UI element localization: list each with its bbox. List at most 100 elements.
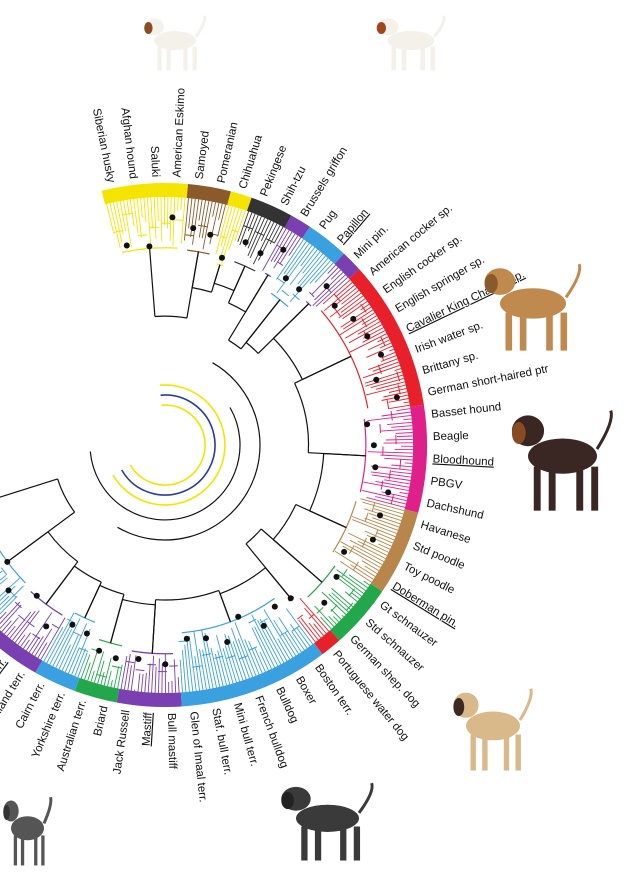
breed-label: English springer sp.: [393, 254, 486, 315]
breed-label: Chihuahua: [237, 133, 265, 190]
leaf-branch: [345, 318, 379, 339]
support-node: [333, 573, 340, 580]
leaf-branch: [399, 491, 409, 495]
root-arc: [89, 407, 241, 521]
leaf-branch: [389, 348, 394, 352]
clade-stem: [234, 261, 256, 272]
clade-stem: [216, 263, 224, 267]
leaf-branch: [288, 237, 302, 256]
leaf-branch: [361, 560, 380, 571]
breed-label: Afghan hound: [118, 107, 138, 180]
subclade-arc: [348, 588, 355, 597]
leaf-branch: [227, 635, 244, 681]
leaf-branch: [25, 612, 53, 651]
clade-stem: [270, 292, 289, 308]
leaf-branch: [342, 301, 368, 320]
leaf-branch: [34, 628, 53, 657]
support-node: [370, 442, 377, 449]
leaf-branch: [367, 414, 412, 422]
leaf-branch: [391, 470, 412, 475]
breed-label: Pug: [318, 208, 340, 232]
leaf-branch: [199, 648, 207, 690]
backbone-branch: [260, 528, 323, 583]
doberman-photo-icon: [511, 410, 613, 511]
support-node: [260, 622, 267, 629]
leaf-branch: [157, 197, 159, 222]
leaf-branch: [338, 298, 366, 319]
leaf-branch: [370, 471, 411, 478]
leaf-branch: [360, 303, 370, 311]
backbone-branch: [149, 248, 156, 317]
subclade-arc: [220, 235, 227, 239]
leaf-branch: [58, 644, 72, 670]
backbone-arc: [154, 315, 188, 319]
subclade-arc: [291, 625, 300, 632]
breed-label: Briard: [92, 705, 111, 738]
leaf-branch: [183, 198, 189, 241]
subclade-arc: [197, 224, 208, 228]
leaf-branch: [322, 279, 351, 305]
leaf-branch: [364, 530, 393, 544]
leaf-branch: [315, 276, 349, 307]
support-node: [83, 630, 90, 637]
breed-label: Bloodhound: [432, 453, 494, 468]
backbone-arc: [245, 342, 259, 354]
clade-color-arcs: [0, 183, 428, 707]
leaf-branch: [100, 671, 105, 685]
tree-branches: [0, 247, 369, 655]
subclade-arc: [388, 470, 391, 480]
root-arc: [112, 384, 226, 506]
leaf-branch: [220, 206, 233, 247]
breed-label: Pomeranian: [216, 121, 241, 184]
support-node: [96, 647, 103, 654]
clade-arc: [334, 253, 360, 279]
leaf-branch: [188, 198, 193, 229]
leaf-branch: [327, 264, 337, 274]
leaf-branch: [289, 257, 329, 302]
subclade-arc: [248, 646, 258, 651]
leaf-branch: [259, 651, 269, 671]
leaf-branch: [216, 635, 231, 685]
backbone-arc: [192, 287, 212, 293]
leaf-branch: [370, 377, 405, 389]
leaf-branch: [17, 634, 26, 645]
leaf-branch: [357, 321, 381, 335]
leaf-branch: [341, 614, 345, 618]
subclade-arc: [297, 614, 304, 620]
backbone-branch: [84, 581, 102, 619]
subclade-arc: [135, 669, 145, 672]
root-arc: [121, 394, 216, 496]
subclade-arc: [379, 424, 381, 434]
leaf-branch: [262, 228, 287, 271]
leaf-branch: [0, 577, 8, 585]
subclade-arc: [390, 411, 393, 421]
leaf-branch: [338, 574, 364, 594]
leaf-branch: [404, 462, 413, 464]
leaf-branch: [403, 401, 410, 404]
breed-label: Brittany sp.: [421, 350, 480, 377]
leaf-branch: [177, 677, 180, 693]
leaf-branch: [371, 474, 411, 481]
leaf-branch: [0, 595, 10, 606]
leaf-branch: [254, 626, 276, 668]
leaf-branch: [330, 608, 342, 620]
leaf-branch: [244, 639, 260, 675]
breed-label: Saluki: [148, 146, 161, 178]
backbone-branch: [7, 511, 75, 563]
leaf-branch: [348, 532, 389, 553]
leaf-branch: [6, 625, 16, 637]
leaf-branch: [323, 284, 355, 312]
leaf-branch: [127, 665, 132, 691]
support-node: [372, 464, 379, 471]
breed-label: Dachshund: [425, 498, 484, 522]
leaf-branch: [12, 610, 36, 641]
leaf-branch: [300, 247, 316, 267]
leaf-branch: [343, 309, 374, 330]
bloodhound-photo-icon: [484, 263, 582, 351]
leaf-branch: [109, 203, 121, 249]
leaf-branch: [298, 619, 316, 643]
backbone-branch: [245, 299, 281, 343]
support-node: [219, 254, 225, 261]
leaf-branch: [331, 588, 354, 608]
clade-arc: [246, 197, 292, 228]
